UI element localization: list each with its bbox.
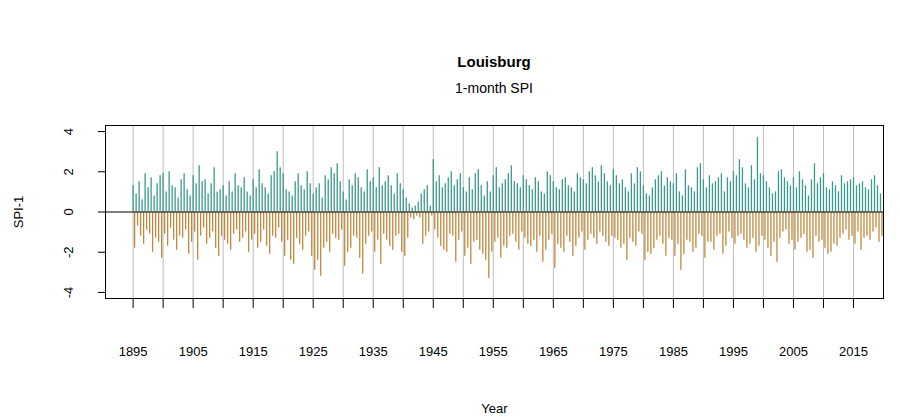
svg-text:1965: 1965 <box>539 344 568 359</box>
html-text:1-month SPI: 1-month SPI <box>455 80 533 96</box>
svg-text:2015: 2015 <box>839 344 868 359</box>
svg-text:4: 4 <box>61 128 76 135</box>
svg-text:0: 0 <box>61 208 76 215</box>
svg-text:1905: 1905 <box>179 344 208 359</box>
svg-text:1925: 1925 <box>299 344 328 359</box>
svg-text:-2: -2 <box>61 246 76 258</box>
svg-text:2005: 2005 <box>779 344 808 359</box>
svg-text:2: 2 <box>61 168 76 175</box>
svg-text:1955: 1955 <box>479 344 508 359</box>
svg-text:1915: 1915 <box>239 344 268 359</box>
svg-text:1935: 1935 <box>359 344 388 359</box>
svg-text:1945: 1945 <box>419 344 448 359</box>
svg-text:SPI-1: SPI-1 <box>11 196 26 229</box>
html-text:Louisburg: Louisburg <box>457 53 531 70</box>
svg-text:1985: 1985 <box>659 344 688 359</box>
svg-text:-4: -4 <box>61 287 76 299</box>
svg-text:1895: 1895 <box>119 344 148 359</box>
svg-text:Year: Year <box>481 401 508 416</box>
svg-text:1995: 1995 <box>719 344 748 359</box>
svg-text:1975: 1975 <box>599 344 628 359</box>
